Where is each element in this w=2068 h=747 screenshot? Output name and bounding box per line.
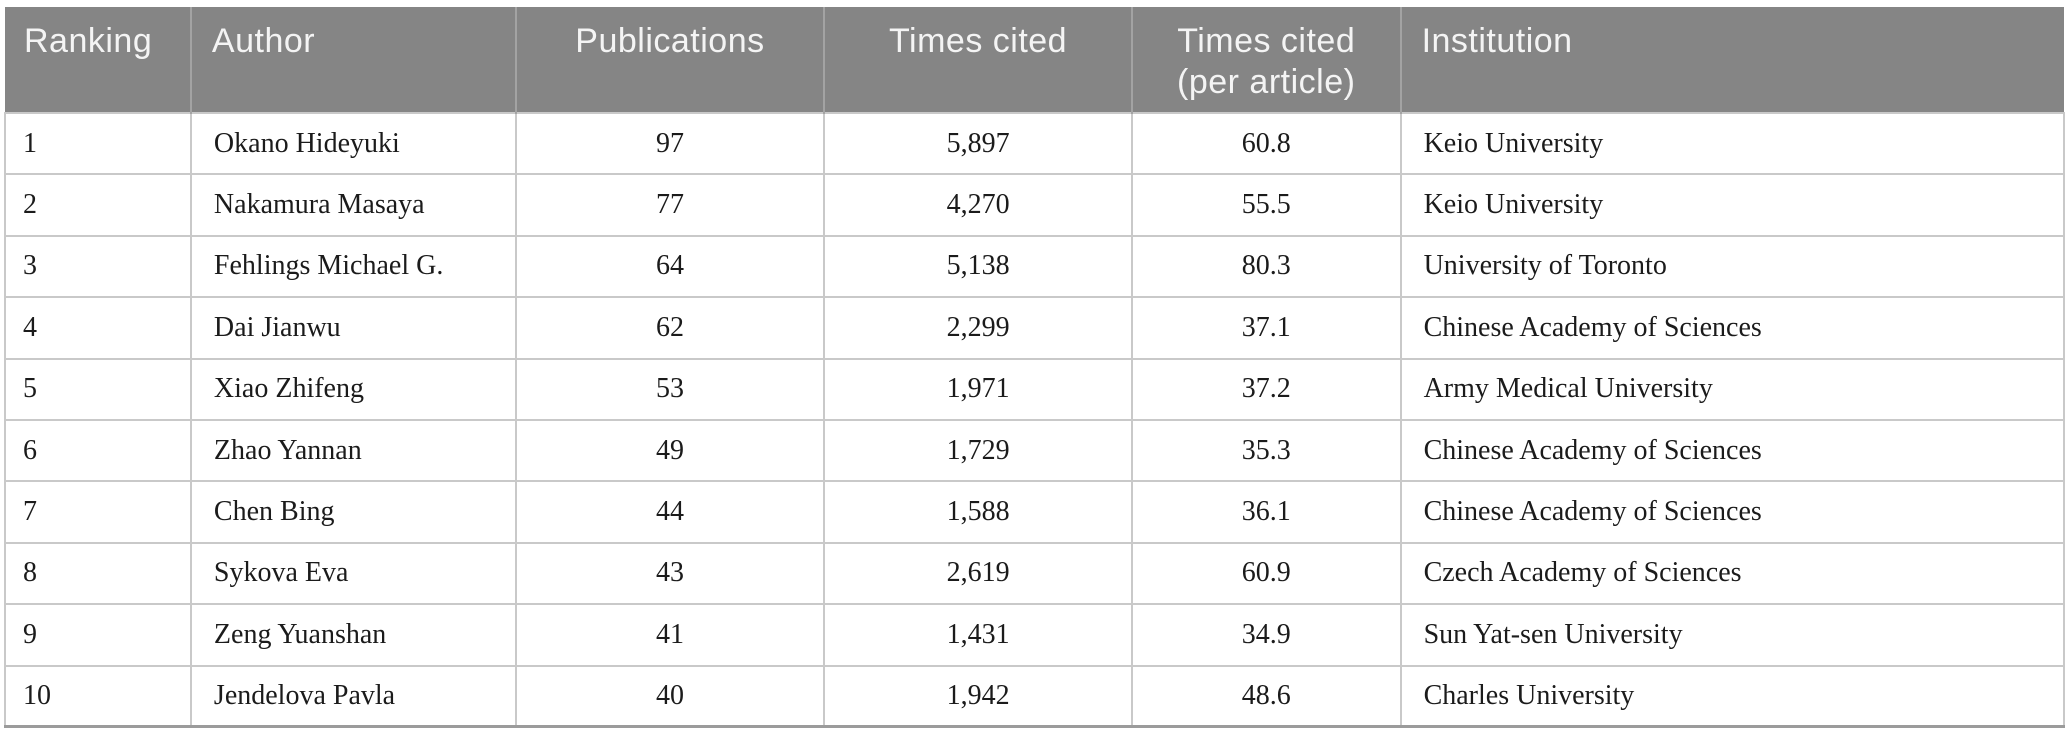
cell-ranking: 10 bbox=[4, 664, 192, 729]
cell-publications: 49 bbox=[514, 418, 826, 483]
author-ranking-table: Ranking Author Publications Times cited Time… bbox=[4, 7, 2066, 729]
cell-times-cited: 4,270 bbox=[823, 173, 1133, 237]
cell-ranking: 5 bbox=[4, 357, 192, 421]
table-row: 7 Chen Bing 44 1,588 36.1 Chinese Academy of … bbox=[4, 480, 2066, 544]
cell-ranking: 1 bbox=[4, 111, 192, 176]
cell-publications: 62 bbox=[514, 296, 826, 360]
cell-author: Dai Jianwu bbox=[189, 296, 517, 360]
cell-author: Chen Bing bbox=[189, 480, 517, 544]
cell-times-cited: 1,431 bbox=[823, 603, 1133, 667]
cell-publications: 41 bbox=[514, 603, 826, 667]
cell-institution: University of Toronto bbox=[1399, 234, 2066, 299]
table-row: 4 Dai Jianwu 62 2,299 37.1 Chinese Academy of… bbox=[4, 296, 2066, 360]
cell-publications: 97 bbox=[514, 111, 826, 176]
cell-times-cited-per-article: 55.5 bbox=[1130, 173, 1402, 237]
cell-institution: Keio University bbox=[1399, 111, 2066, 176]
cell-publications: 43 bbox=[514, 541, 826, 606]
cell-institution: Charles University bbox=[1399, 664, 2066, 729]
cell-times-cited-per-article: 37.1 bbox=[1130, 296, 1402, 360]
cell-publications: 40 bbox=[514, 664, 826, 729]
cell-times-cited: 1,971 bbox=[823, 357, 1133, 421]
header-times-cited-per-article: Times cited (per article) bbox=[1130, 7, 1401, 113]
cell-author: Okano Hideyuki bbox=[189, 111, 517, 176]
cell-author: Nakamura Masaya bbox=[189, 173, 517, 237]
cell-ranking: 8 bbox=[4, 541, 192, 606]
cell-times-cited-per-article: 36.1 bbox=[1130, 480, 1402, 544]
table-row: 8 Sykova Eva 43 2,619 60.9 Czech Academy of S… bbox=[4, 541, 2066, 606]
cell-times-cited-per-article: 37.2 bbox=[1130, 357, 1402, 421]
cell-ranking: 3 bbox=[4, 234, 192, 299]
cell-ranking: 6 bbox=[4, 418, 192, 483]
table-body: 1 Okano Hideyuki 97 5,897 60.8 Keio Universit… bbox=[4, 111, 2066, 729]
cell-author: Zeng Yuanshan bbox=[189, 603, 517, 667]
cell-ranking: 7 bbox=[4, 480, 192, 544]
table-row: 6 Zhao Yannan 49 1,729 35.3 Chinese Academy o… bbox=[4, 418, 2066, 483]
cell-institution: Chinese Academy of Sciences bbox=[1399, 480, 2066, 544]
cell-times-cited: 5,897 bbox=[823, 111, 1133, 176]
table-row: 9 Zeng Yuanshan 41 1,431 34.9 Sun Yat-sen Uni… bbox=[4, 603, 2066, 667]
cell-author: Sykova Eva bbox=[189, 541, 517, 606]
cell-publications: 53 bbox=[514, 357, 826, 421]
cell-times-cited-per-article: 48.6 bbox=[1130, 664, 1402, 729]
cell-ranking: 4 bbox=[4, 296, 192, 360]
cell-author: Jendelova Pavla bbox=[189, 664, 517, 729]
cell-times-cited: 2,619 bbox=[823, 541, 1133, 606]
cell-publications: 77 bbox=[514, 173, 826, 237]
table-row: 5 Xiao Zhifeng 53 1,971 37.2 Army Medical Uni… bbox=[4, 357, 2066, 421]
cell-author: Xiao Zhifeng bbox=[189, 357, 517, 421]
header-ranking: Ranking bbox=[5, 7, 191, 113]
header-author: Author bbox=[189, 7, 516, 113]
cell-publications: 44 bbox=[514, 480, 826, 544]
cell-author: Zhao Yannan bbox=[189, 418, 517, 483]
cell-times-cited-per-article: 34.9 bbox=[1130, 603, 1402, 667]
table-header: Ranking Author Publications Times cited Time… bbox=[5, 7, 2064, 113]
cell-institution: Chinese Academy of Sciences bbox=[1399, 296, 2066, 360]
table-row: 3 Fehlings Michael G. 64 5,138 80.3 Universit… bbox=[4, 234, 2066, 299]
cell-times-cited-per-article: 35.3 bbox=[1130, 418, 1402, 483]
cell-times-cited: 5,138 bbox=[823, 234, 1133, 299]
cell-times-cited-per-article: 60.9 bbox=[1130, 541, 1402, 606]
cell-institution: Chinese Academy of Sciences bbox=[1399, 418, 2066, 483]
cell-publications: 64 bbox=[514, 234, 826, 299]
cell-institution: Czech Academy of Sciences bbox=[1399, 541, 2066, 606]
table-row: 1 Okano Hideyuki 97 5,897 60.8 Keio Universit… bbox=[4, 111, 2066, 176]
table-row: 2 Nakamura Masaya 77 4,270 55.5 Keio Universi… bbox=[4, 173, 2066, 237]
cell-institution: Keio University bbox=[1399, 173, 2066, 237]
cell-institution: Army Medical University bbox=[1399, 357, 2066, 421]
cell-times-cited: 1,588 bbox=[823, 480, 1133, 544]
header-institution: Institution bbox=[1399, 7, 2064, 113]
header-row: Ranking Author Publications Times cited Time… bbox=[5, 7, 2064, 113]
table-row: 10 Jendelova Pavla 40 1,942 48.6 Charles Univ… bbox=[4, 664, 2066, 729]
cell-times-cited-per-article: 80.3 bbox=[1130, 234, 1402, 299]
header-publications: Publications bbox=[514, 7, 825, 113]
cell-times-cited: 1,729 bbox=[823, 418, 1133, 483]
cell-ranking: 9 bbox=[4, 603, 192, 667]
cell-ranking: 2 bbox=[4, 173, 192, 237]
cell-times-cited: 1,942 bbox=[823, 664, 1133, 729]
cell-author: Fehlings Michael G. bbox=[189, 234, 517, 299]
cell-times-cited: 2,299 bbox=[823, 296, 1133, 360]
author-ranking-table-figure: Ranking Author Publications Times cited Time… bbox=[4, 7, 2066, 729]
cell-institution: Sun Yat-sen University bbox=[1399, 603, 2066, 667]
cell-times-cited-per-article: 60.8 bbox=[1130, 111, 1402, 176]
header-times-cited: Times cited bbox=[823, 7, 1132, 113]
